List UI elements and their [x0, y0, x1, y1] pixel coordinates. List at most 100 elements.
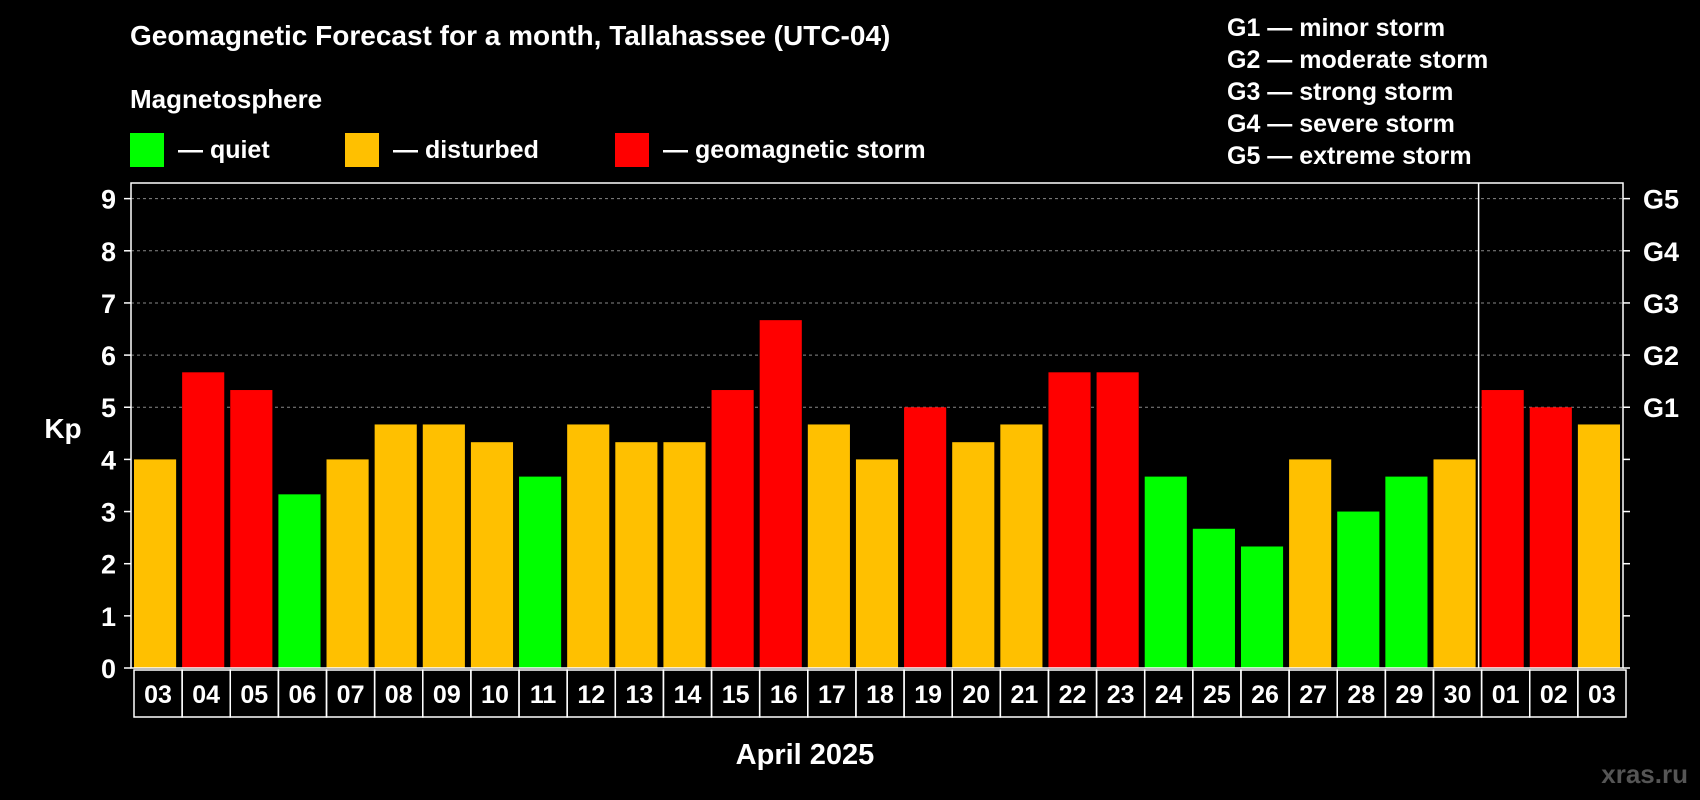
y-tick-label: 7: [101, 289, 116, 319]
y-tick-label: 6: [101, 341, 116, 371]
watermark: xras.ru: [1601, 759, 1688, 789]
storm-level-label: G5: [1643, 185, 1679, 215]
bar: [422, 424, 465, 668]
legend-swatch-storm: [615, 133, 649, 167]
x-tick-label: 08: [385, 681, 413, 709]
x-tick-label: 18: [866, 681, 894, 709]
x-tick-label: 13: [625, 681, 653, 709]
storm-level-label: G4: [1643, 237, 1679, 267]
bar: [1289, 459, 1332, 668]
x-tick-label: 11: [530, 681, 557, 709]
y-tick-label: 1: [101, 602, 116, 632]
legend-item-storm: — geomagnetic storm: [615, 133, 926, 167]
x-tick-label: 03: [144, 681, 172, 709]
x-tick-label: 10: [481, 681, 509, 709]
bar: [567, 424, 610, 668]
legend-label-storm: — geomagnetic storm: [663, 135, 926, 164]
x-tick-label: 24: [1155, 681, 1183, 709]
y-tick-label: 3: [101, 498, 116, 528]
bar: [374, 424, 417, 668]
y-tick-label: 9: [101, 185, 116, 215]
storm-scale-g3: G3 — strong storm: [1227, 78, 1454, 106]
legend-label-quiet: — quiet: [178, 135, 270, 164]
chart-title: Geomagnetic Forecast for a month, Tallah…: [130, 20, 891, 51]
x-tick-label: 27: [1299, 681, 1327, 709]
bar: [519, 476, 562, 668]
x-tick-label: 25: [1203, 681, 1231, 709]
x-tick-label: 05: [240, 681, 268, 709]
y-tick-label: 8: [101, 237, 116, 267]
x-tick-label: 22: [1059, 681, 1087, 709]
bar: [134, 459, 177, 668]
y-tick-label: 4: [101, 445, 116, 475]
y-tick-label: 0: [101, 654, 116, 684]
bar: [1337, 511, 1380, 668]
bar: [807, 424, 850, 668]
x-tick-label: 16: [770, 681, 798, 709]
storm-level-label: G1: [1643, 393, 1679, 423]
x-axis-label: April 2025: [736, 739, 875, 771]
storm-scale-g2: G2 — moderate storm: [1227, 46, 1489, 74]
bar: [711, 390, 754, 668]
x-tick-label: 23: [1107, 681, 1135, 709]
plot-frame: [130, 182, 1624, 669]
x-tick-label: 15: [722, 681, 750, 709]
x-tick-label: 12: [577, 681, 605, 709]
x-tick-label: 28: [1347, 681, 1375, 709]
bar: [182, 372, 225, 668]
bar: [855, 459, 899, 668]
bar: [1096, 372, 1139, 668]
bar: [759, 320, 802, 668]
bar: [1192, 528, 1235, 668]
bar: [1048, 372, 1091, 668]
y-tick-label: 5: [101, 393, 116, 423]
x-tick-label: 01: [1492, 681, 1520, 709]
bar: [326, 459, 369, 668]
bar: [1529, 407, 1572, 668]
bar: [1577, 424, 1620, 668]
x-tick-label: 30: [1444, 681, 1472, 709]
storm-scale-g5: G5 — extreme storm: [1227, 142, 1472, 170]
bar: [230, 390, 273, 668]
bar: [1000, 424, 1043, 668]
storm-scale-g4: G4 — severe storm: [1227, 110, 1455, 138]
x-tick-label: 17: [818, 681, 846, 709]
x-tick-label: 19: [914, 681, 942, 709]
bar: [1240, 546, 1284, 668]
x-tick-box: [1577, 669, 1627, 718]
bar: [663, 442, 706, 668]
bar: [952, 442, 995, 668]
y-tick-label: 2: [101, 550, 116, 580]
bar: [1144, 476, 1187, 668]
x-tick-label: 04: [192, 681, 220, 709]
bar: [1385, 476, 1428, 668]
bar: [1481, 390, 1524, 668]
x-tick-label: 21: [1010, 681, 1038, 709]
x-tick-label: 20: [962, 681, 990, 709]
x-tick-label: 07: [337, 681, 365, 709]
x-tick-label: 02: [1540, 681, 1568, 709]
bar: [904, 407, 947, 668]
x-tick-label: 29: [1396, 681, 1424, 709]
legend-title: Magnetosphere: [130, 84, 323, 114]
x-tick-label: 14: [674, 681, 702, 709]
legend-swatch-disturbed: [345, 133, 379, 167]
legend-item-disturbed: — disturbed: [345, 133, 539, 167]
y-axis-label: Kp: [44, 413, 81, 444]
storm-scale-g1: G1 — minor storm: [1227, 14, 1446, 42]
x-tick-label: 09: [433, 681, 461, 709]
bar: [470, 442, 514, 668]
legend-item-quiet: — quiet: [130, 133, 270, 167]
storm-scale-legend: G1 — minor storm G2 — moderate storm G3 …: [1227, 12, 1488, 172]
legend-swatch-quiet: [130, 133, 164, 167]
x-tick-label: 03: [1588, 681, 1616, 709]
storm-level-label: G2: [1643, 341, 1679, 371]
x-tick-label: 06: [289, 681, 317, 709]
legend-label-disturbed: — disturbed: [393, 135, 539, 164]
storm-level-label: G3: [1643, 289, 1679, 319]
x-tick-label: 26: [1251, 681, 1279, 709]
bar: [278, 494, 321, 668]
bar: [615, 442, 658, 668]
bar: [1433, 459, 1476, 668]
